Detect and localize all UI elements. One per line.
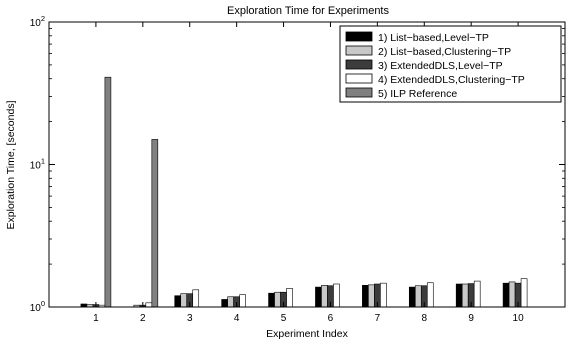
- bar: [239, 294, 246, 308]
- bar: [151, 139, 159, 308]
- x-axis: 1 2 3 4 5 6 7 8 9 10: [93, 22, 524, 324]
- bar: [274, 291, 281, 308]
- bar: [268, 292, 275, 308]
- bar: [455, 283, 463, 308]
- y-axis-label: Exploration Time, [seconds]: [5, 100, 17, 229]
- x-tick-label: 2: [140, 313, 146, 324]
- legend-box: [339, 25, 562, 103]
- legend-label: 3) ExtendedDLS,Level−TP: [378, 60, 503, 72]
- bar: [414, 285, 422, 308]
- x-tick-label: 8: [421, 313, 427, 324]
- x-tick-label: 3: [187, 313, 193, 324]
- y-axis: 100 101 102: [30, 14, 565, 314]
- bar: [227, 296, 234, 308]
- x-tick-label: 4: [234, 313, 240, 324]
- legend-swatch: [345, 59, 373, 70]
- bar: [192, 289, 200, 308]
- bar: [426, 282, 434, 308]
- bar: [286, 288, 293, 308]
- legend-swatch: [345, 31, 373, 42]
- y-tick-label: 102: [30, 14, 45, 29]
- bar: [145, 302, 153, 308]
- bar: [333, 283, 340, 308]
- bar: [473, 280, 481, 308]
- bar: [461, 283, 469, 308]
- bar: [368, 284, 375, 308]
- x-axis-label: Experiment Index: [266, 328, 348, 340]
- legend-label: 4) ExtendedDLS,Clustering−TP: [378, 74, 525, 86]
- bar: [508, 281, 516, 308]
- x-tick-label: 1: [93, 313, 99, 324]
- bar: [104, 76, 112, 308]
- legend-label: 2) List−based,Clustering−TP: [378, 46, 511, 58]
- legend-swatch: [345, 45, 373, 56]
- x-tick-label: 7: [375, 313, 381, 324]
- bar: [380, 282, 387, 308]
- bar: [221, 299, 228, 308]
- legend: 1) List−based,Level−TP 2) List−based,Clus…: [339, 25, 562, 103]
- bar: [321, 284, 328, 308]
- bar: [408, 286, 416, 308]
- bar: [502, 282, 510, 308]
- y-tick-label: 101: [30, 157, 45, 172]
- y-tick-label: 100: [30, 299, 45, 314]
- bar: [315, 286, 322, 308]
- bar: [520, 278, 528, 308]
- bar: [174, 295, 182, 308]
- bar: [362, 284, 369, 308]
- x-tick-label: 5: [281, 313, 287, 324]
- chart-title: Exploration Time for Experiments: [227, 5, 390, 17]
- legend-label: 1) List−based,Level−TP: [378, 32, 489, 44]
- x-tick-label: 10: [513, 313, 525, 324]
- x-tick-label: 6: [328, 313, 334, 324]
- legend-swatch: [345, 73, 373, 84]
- bar: [180, 293, 188, 308]
- x-tick-label: 9: [468, 313, 474, 324]
- legend-label: 5) ILP Reference: [378, 88, 457, 100]
- legend-swatch: [345, 87, 373, 98]
